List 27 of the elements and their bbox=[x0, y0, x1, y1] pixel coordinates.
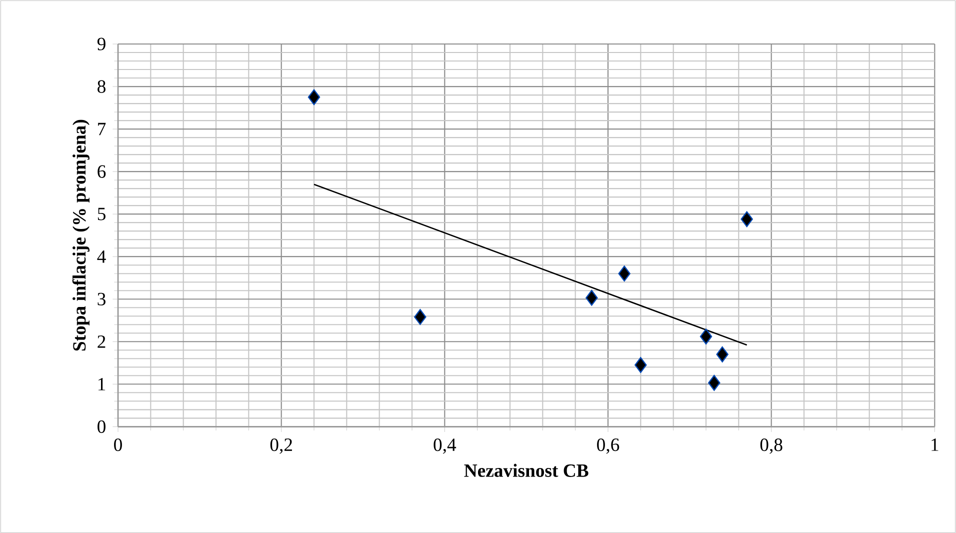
point bbox=[634, 356, 647, 373]
point bbox=[618, 266, 630, 282]
y-tick-label: 0 bbox=[98, 420, 106, 433]
point bbox=[414, 308, 426, 325]
y-tick-label: 5 bbox=[98, 208, 106, 220]
y-tick-label: 6 bbox=[98, 165, 106, 178]
point bbox=[308, 89, 320, 105]
point bbox=[740, 211, 753, 227]
y-tick-label: 8 bbox=[98, 80, 106, 93]
y-tick-label: 7 bbox=[98, 122, 106, 135]
point bbox=[586, 290, 598, 306]
x-tick-label: 0 bbox=[114, 438, 122, 451]
y-tick-label: 3 bbox=[98, 292, 106, 306]
y-tick-label: 4 bbox=[97, 250, 106, 263]
point bbox=[700, 328, 712, 344]
x-axis-title: Nezavisnost CB bbox=[464, 464, 588, 477]
x-tick-label: 0,4 bbox=[434, 438, 456, 454]
y-tick-label: 1 bbox=[98, 378, 106, 390]
x-tick-label: 1 bbox=[932, 438, 938, 451]
x-tick-label: 0,8 bbox=[760, 438, 782, 454]
y-tick-label: 9 bbox=[97, 38, 106, 50]
y-tick-label: 2 bbox=[98, 335, 106, 348]
y-axis-title: Stopa inflacije (% promjena) bbox=[72, 120, 90, 350]
point bbox=[708, 374, 720, 391]
x-tick-label: 0,6 bbox=[597, 438, 620, 454]
point bbox=[716, 346, 728, 362]
x-tick-label: 0,2 bbox=[270, 438, 292, 454]
